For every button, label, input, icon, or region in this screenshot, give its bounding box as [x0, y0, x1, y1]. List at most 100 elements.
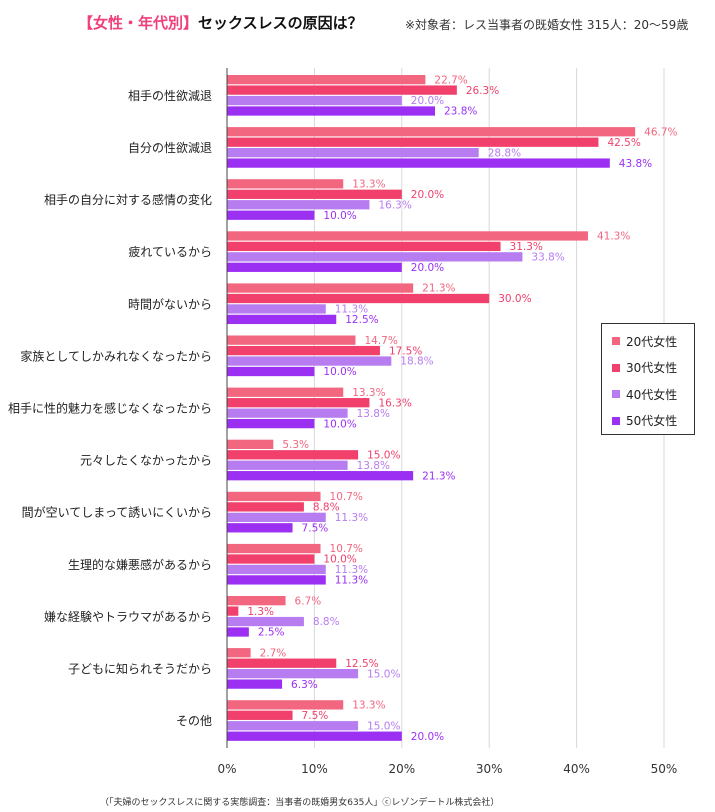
data-label: 16.3%: [378, 397, 411, 409]
chart-subtitle: ※対象者：レス当事者の既婚女性 315人：20〜59歳: [405, 18, 689, 32]
legend-label-50s: 50代女性: [626, 414, 678, 429]
chart-title: 【女性・年代別】セックスレスの原因は？: [78, 12, 363, 33]
data-label: 20.0%: [411, 731, 444, 743]
data-label: 10.0%: [323, 366, 356, 378]
bar: [227, 148, 479, 158]
legend-swatch-50s: [612, 416, 620, 425]
data-label: 15.0%: [367, 449, 400, 461]
bar: [227, 293, 490, 304]
category-label: 相手に性的魅力を感じなくなったから: [8, 401, 212, 416]
data-label: 15.0%: [367, 668, 400, 680]
data-label: 13.3%: [352, 387, 385, 399]
data-label: 8.8%: [313, 502, 340, 514]
data-label: 11.3%: [335, 564, 368, 576]
data-label: 10.0%: [323, 210, 356, 222]
data-label: 11.3%: [335, 304, 368, 316]
bar: [227, 418, 315, 429]
data-label: 11.3%: [335, 512, 368, 524]
data-label: 21.3%: [422, 470, 455, 482]
x-tick-label: 30%: [476, 762, 503, 776]
legend-label-40s: 40代女性: [626, 387, 678, 402]
bar: [227, 179, 344, 189]
data-label: 20.0%: [411, 95, 444, 107]
data-label: 7.5%: [302, 710, 329, 722]
category-label: 相手の性欲減退: [128, 88, 212, 103]
bar: [227, 304, 326, 314]
bar: [227, 189, 402, 199]
data-label: 1.3%: [247, 606, 274, 618]
data-label: 30.0%: [498, 293, 531, 305]
bar: [227, 314, 337, 325]
bar: [227, 523, 293, 533]
bar: [227, 158, 610, 168]
data-label: 12.5%: [345, 658, 378, 670]
bar: [227, 75, 426, 85]
legend-swatch-30s: [612, 363, 620, 372]
bar: [227, 95, 402, 106]
bar: [227, 241, 501, 252]
data-label: 22.7%: [434, 74, 467, 86]
x-tick-label: 10%: [301, 762, 328, 776]
bar: [227, 710, 293, 720]
bar: [227, 356, 392, 366]
data-label: 10.0%: [323, 554, 356, 566]
bar: [227, 721, 359, 731]
data-label: 17.5%: [389, 345, 422, 357]
chart-legend: 20代女性 30代女性 40代女性 50代女性: [601, 323, 695, 435]
data-label: 33.8%: [531, 252, 564, 264]
data-label: 41.3%: [597, 231, 630, 243]
category-label: 自分の性欲減退: [128, 140, 212, 155]
data-label: 15.0%: [367, 720, 400, 732]
bar: [227, 137, 599, 147]
category-label: 元々したくなかったから: [80, 454, 212, 468]
category-label: 時間がないから: [128, 296, 212, 311]
bar: [227, 345, 380, 356]
bar: [227, 200, 370, 210]
title-main: セックスレスの原因は？: [198, 14, 363, 32]
bar: [227, 366, 315, 377]
data-label: 28.8%: [488, 147, 521, 159]
data-label: 31.3%: [510, 241, 543, 253]
bar: [227, 460, 348, 470]
x-tick-label: 40%: [563, 762, 590, 776]
category-label: その他: [176, 714, 212, 728]
data-label: 11.3%: [335, 575, 368, 587]
bar: [227, 262, 402, 272]
category-label: 嫌な経験やトラウマがあるから: [44, 609, 212, 624]
legend-item-20s: 20代女性: [612, 328, 694, 355]
data-label: 10.7%: [330, 491, 363, 503]
category-label: 子どもに知られそうだから: [68, 662, 212, 676]
data-label: 7.5%: [302, 522, 329, 534]
data-label: 26.3%: [466, 85, 499, 97]
category-label: 生理的な嫌悪感があるから: [68, 557, 212, 572]
bar: [227, 127, 636, 137]
data-label: 10.7%: [330, 543, 363, 555]
bar: [227, 679, 283, 689]
data-label: 42.5%: [607, 137, 640, 149]
data-label: 21.3%: [422, 283, 455, 295]
data-label: 43.8%: [619, 158, 652, 170]
legend-item-30s: 30代女性: [612, 355, 694, 382]
bar: [227, 231, 588, 241]
data-label: 20.0%: [411, 189, 444, 201]
legend-swatch-20s: [612, 337, 620, 346]
data-label: 23.8%: [444, 106, 477, 118]
bar: [227, 491, 321, 502]
legend-item-40s: 40代女性: [612, 381, 694, 408]
data-label: 13.3%: [352, 179, 385, 191]
bar: [227, 616, 304, 627]
data-label: 16.3%: [378, 199, 411, 211]
bar: [227, 658, 337, 668]
bar: [227, 471, 414, 481]
bar: [227, 398, 370, 408]
bar: [227, 627, 249, 637]
bar: [227, 408, 348, 418]
bar: [227, 512, 326, 522]
data-label: 2.7%: [260, 647, 287, 659]
data-label: 20.0%: [411, 262, 444, 274]
bar: [227, 700, 344, 710]
x-tick-label: 50%: [651, 762, 678, 776]
title-tag: 【女性・年代別】: [78, 14, 199, 32]
x-tick-label: 20%: [388, 762, 415, 776]
